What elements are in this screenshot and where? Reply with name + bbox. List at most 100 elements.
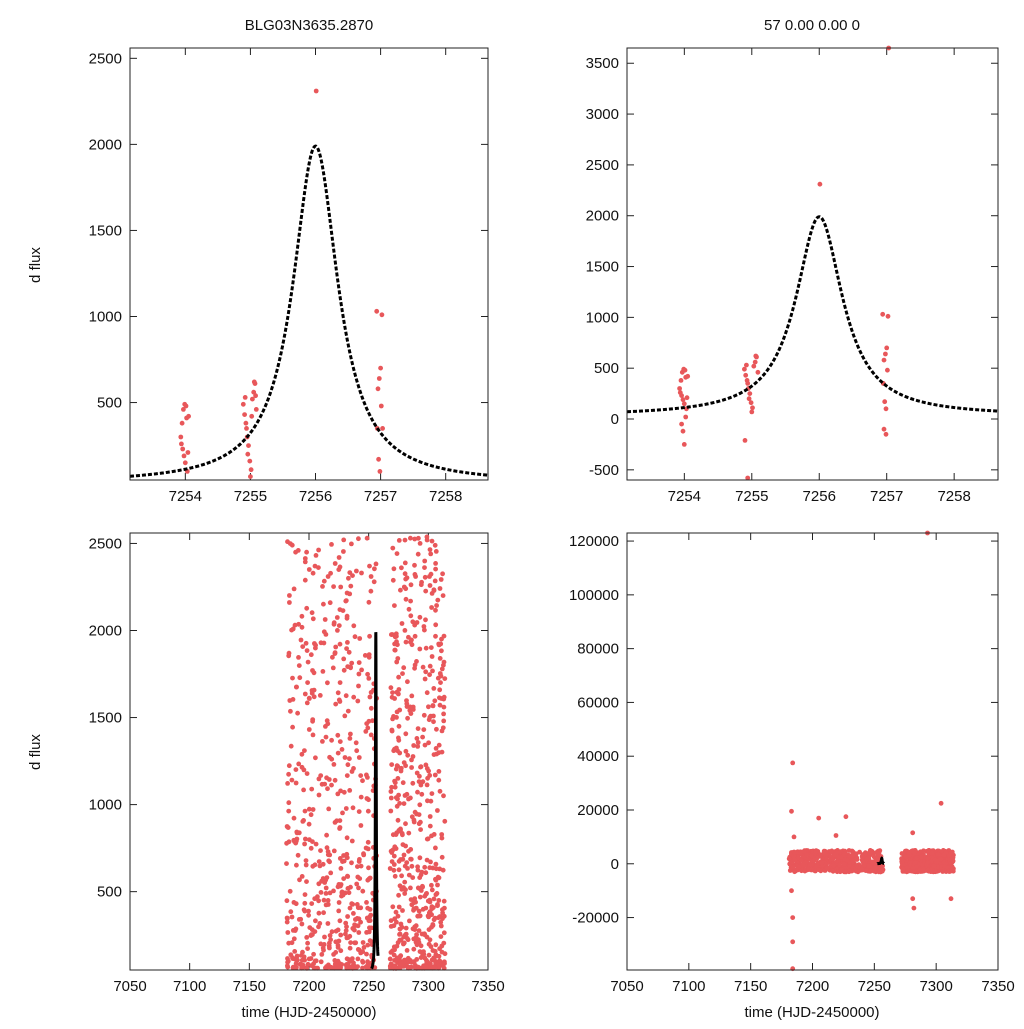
data-point bbox=[350, 965, 356, 971]
data-point bbox=[294, 953, 300, 959]
data-point bbox=[345, 664, 351, 669]
data-point bbox=[343, 920, 349, 926]
data-point bbox=[423, 645, 429, 651]
data-point bbox=[807, 862, 812, 868]
data-point bbox=[361, 945, 367, 950]
data-point bbox=[380, 426, 385, 431]
data-point bbox=[367, 563, 372, 569]
data-point bbox=[354, 902, 360, 907]
data-point bbox=[243, 420, 249, 426]
data-point bbox=[364, 796, 370, 801]
data-point bbox=[367, 938, 373, 944]
data-point bbox=[391, 952, 397, 958]
data-point bbox=[433, 622, 439, 628]
data-point bbox=[341, 656, 347, 662]
data-point bbox=[244, 426, 249, 431]
data-point bbox=[348, 731, 353, 737]
data-point bbox=[347, 905, 353, 911]
data-point bbox=[938, 800, 944, 806]
data-point bbox=[405, 937, 411, 943]
data-point bbox=[183, 403, 189, 409]
data-point bbox=[419, 791, 425, 797]
data-point bbox=[379, 312, 385, 318]
data-point bbox=[341, 667, 347, 673]
data-point bbox=[302, 900, 308, 906]
data-point bbox=[441, 711, 446, 717]
data-point bbox=[791, 834, 797, 840]
data-point bbox=[426, 952, 432, 958]
data-point bbox=[408, 711, 414, 716]
data-point bbox=[338, 948, 344, 954]
data-point bbox=[437, 656, 443, 661]
x-tick-label: 7350 bbox=[471, 978, 504, 995]
data-point bbox=[303, 640, 309, 646]
panel-bottom-right: 7050 7100 7150 7200 7250 7300 7350 -20000 0 20000… bbox=[569, 530, 1015, 995]
data-point bbox=[354, 568, 359, 574]
data-point bbox=[286, 940, 292, 946]
data-point bbox=[353, 740, 359, 746]
data-point bbox=[428, 961, 433, 967]
data-point bbox=[434, 603, 439, 608]
data-point bbox=[677, 390, 683, 395]
data-point bbox=[323, 734, 329, 740]
data-point bbox=[335, 927, 341, 933]
data-point bbox=[288, 909, 294, 915]
data-point bbox=[304, 605, 310, 611]
data-point bbox=[399, 924, 405, 930]
y-tick-label: 2000 bbox=[89, 622, 122, 639]
data-point bbox=[375, 386, 381, 392]
data-point bbox=[408, 856, 413, 862]
data-point bbox=[392, 873, 398, 879]
data-point bbox=[414, 957, 420, 962]
data-point bbox=[403, 748, 409, 754]
data-point bbox=[313, 918, 318, 924]
data-point bbox=[299, 613, 305, 619]
data-point bbox=[408, 847, 414, 852]
data-point bbox=[364, 721, 370, 726]
data-point bbox=[182, 460, 188, 466]
data-point bbox=[389, 762, 395, 767]
data-point bbox=[357, 636, 363, 641]
data-point bbox=[287, 888, 293, 894]
x-tick-label: 7100 bbox=[173, 978, 206, 995]
data-point bbox=[348, 884, 353, 890]
data-point bbox=[332, 650, 338, 655]
data-point bbox=[308, 845, 314, 851]
data-point bbox=[401, 940, 407, 946]
data-point bbox=[881, 426, 887, 432]
data-point bbox=[872, 865, 878, 871]
data-point bbox=[341, 549, 346, 554]
data-point bbox=[296, 655, 301, 660]
data-point bbox=[285, 930, 291, 935]
data-point bbox=[338, 866, 344, 871]
data-point bbox=[440, 593, 446, 598]
data-point bbox=[828, 849, 834, 855]
data-point bbox=[371, 579, 377, 585]
data-point bbox=[414, 770, 420, 776]
y-tick-label: 2500 bbox=[89, 50, 122, 67]
data-point bbox=[804, 852, 809, 858]
data-point bbox=[925, 856, 931, 861]
data-point bbox=[432, 915, 438, 921]
data-point bbox=[240, 401, 246, 407]
data-point bbox=[303, 836, 308, 842]
data-point bbox=[287, 541, 293, 546]
data-point bbox=[305, 946, 310, 951]
data-point bbox=[394, 803, 400, 809]
data-point bbox=[433, 561, 438, 566]
data-point bbox=[296, 621, 301, 627]
data-point bbox=[355, 964, 360, 969]
data-point bbox=[310, 668, 315, 673]
data-point bbox=[294, 684, 299, 690]
data-point bbox=[428, 571, 434, 577]
data-point bbox=[439, 832, 445, 837]
data-point bbox=[286, 839, 292, 845]
data-point bbox=[356, 755, 362, 760]
data-point bbox=[422, 574, 428, 580]
data-point bbox=[328, 570, 333, 576]
data-point bbox=[909, 848, 915, 854]
data-point bbox=[396, 538, 402, 543]
data-point bbox=[356, 809, 362, 814]
data-point bbox=[430, 703, 436, 709]
data-point bbox=[743, 372, 749, 378]
